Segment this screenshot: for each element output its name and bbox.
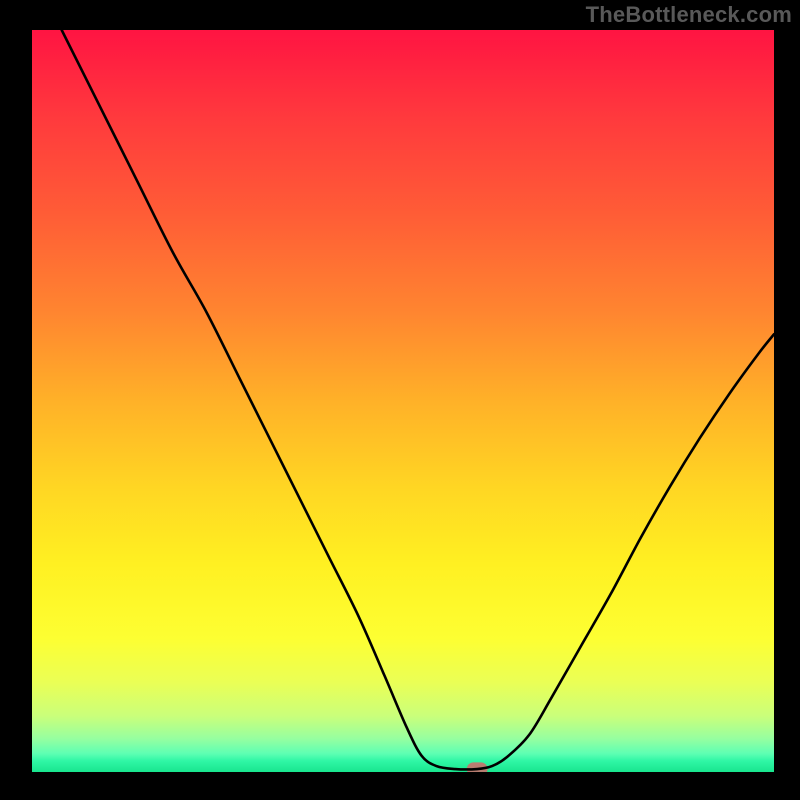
plot-area — [32, 30, 774, 772]
chart-frame: TheBottleneck.com — [0, 0, 800, 800]
chart-background — [32, 30, 774, 772]
chart-svg — [32, 30, 774, 772]
watermark-text: TheBottleneck.com — [586, 2, 792, 28]
